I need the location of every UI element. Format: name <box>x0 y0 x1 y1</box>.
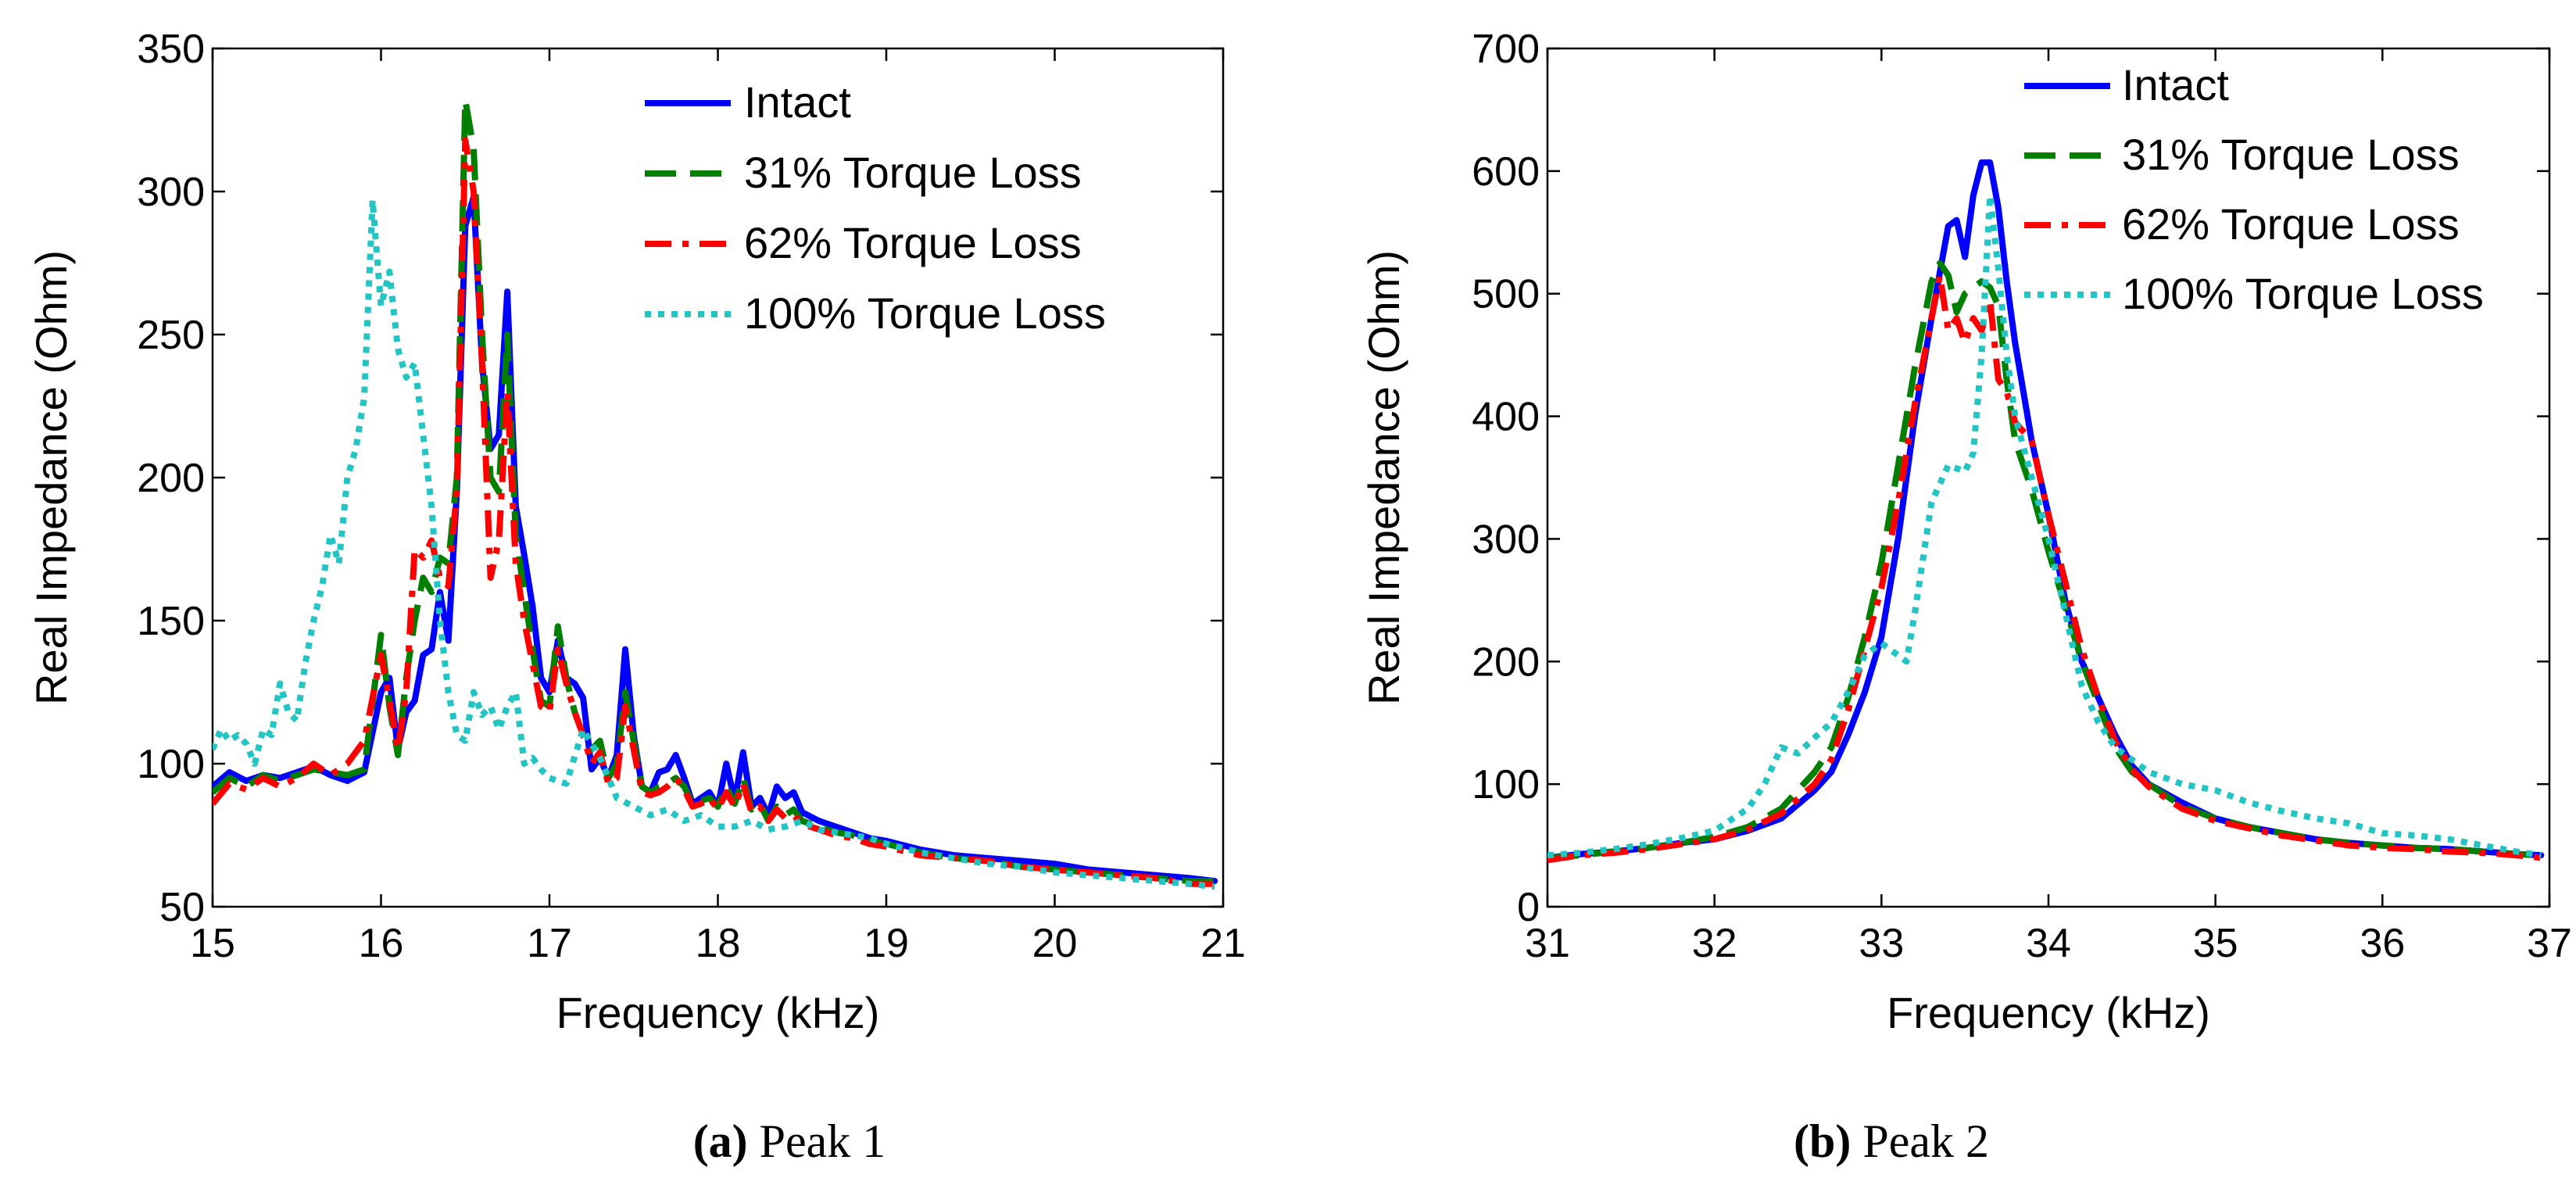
y-tick-label: 0 <box>1517 885 1540 930</box>
series-group <box>213 96 1218 890</box>
series-line-torque62 <box>1547 272 2542 864</box>
y-tick-label: 150 <box>137 599 205 644</box>
y-tick-label: 300 <box>137 170 205 215</box>
caption-title: Peak 2 <box>1851 1115 1989 1167</box>
series-line-torque62 <box>213 137 1215 887</box>
legend-label-torque100: 100% Torque Loss <box>744 288 1106 338</box>
legend-label-torque100: 100% Torque Loss <box>2122 269 2484 318</box>
x-tick-label: 37 <box>2527 921 2572 966</box>
x-tick-label: 32 <box>1692 921 1737 966</box>
x-axis-label: Frequency (kHz) <box>556 988 880 1037</box>
caption-letter: (b) <box>1794 1115 1851 1167</box>
x-tick-label: 18 <box>696 921 741 966</box>
legend-label-torque31: 31% Torque Loss <box>2122 130 2460 179</box>
x-tick-label: 36 <box>2360 921 2405 966</box>
y-tick-label: 50 <box>159 885 205 930</box>
x-tick-label: 33 <box>1859 921 1904 966</box>
x-tick-label: 17 <box>527 921 572 966</box>
y-tick-label: 350 <box>137 27 205 72</box>
plot-frame <box>211 47 1225 908</box>
x-tick-label: 15 <box>190 921 235 966</box>
x-tick-label: 34 <box>2026 921 2071 966</box>
y-tick-label: 200 <box>137 456 205 501</box>
series-line-torque100 <box>213 197 1215 890</box>
x-axis-label: Frequency (kHz) <box>1887 988 2210 1037</box>
x-tick-label: 21 <box>1200 921 1246 966</box>
plot-frame <box>1546 47 2551 908</box>
y-tick-label: 700 <box>1472 27 1540 72</box>
x-tick-label: 31 <box>1525 921 1570 966</box>
series-group <box>1547 159 2545 864</box>
x-tick-label: 35 <box>2193 921 2238 966</box>
y-tick-label: 400 <box>1472 395 1540 440</box>
x-tick-label: 20 <box>1032 921 1078 966</box>
chart-panel-b: 0 100 200 300 400 500 600 700 31 32 33 34 35 36 37 Inta… <box>1359 27 2572 1167</box>
y-tick-label: 200 <box>1472 639 1540 685</box>
x-tick-label: 16 <box>359 921 404 966</box>
y-tick-label: 100 <box>1472 762 1540 807</box>
y-tick-label: 250 <box>137 313 205 358</box>
legend-label-torque62: 62% Torque Loss <box>2122 199 2460 249</box>
legend-label-torque62: 62% Torque Loss <box>744 218 1082 267</box>
caption-title: Peak 1 <box>748 1115 886 1167</box>
y-tick-label: 300 <box>1472 517 1540 562</box>
caption-letter: (a) <box>693 1115 748 1167</box>
panel-caption: (b) Peak 2 <box>1794 1115 1989 1167</box>
y-axis-label: Real Impedance (Ohm) <box>1359 250 1408 705</box>
y-axis-label: Real Impedance (Ohm) <box>27 250 76 705</box>
x-tick-label: 19 <box>864 921 909 966</box>
chart-panel-a: 50 100 150 200 250 300 350 15 16 17 18 19 20 21 Intact… <box>27 27 1246 1167</box>
y-tick-label: 500 <box>1472 272 1540 317</box>
y-tick-label: 600 <box>1472 149 1540 195</box>
panel-caption: (a) Peak 1 <box>693 1115 886 1167</box>
y-tick-label: 100 <box>137 742 205 787</box>
legend-label-intact: Intact <box>2122 60 2229 109</box>
legend-label-intact: Intact <box>744 77 851 127</box>
series-line-torque31 <box>213 96 1215 885</box>
legend-label-torque31: 31% Torque Loss <box>744 148 1082 197</box>
